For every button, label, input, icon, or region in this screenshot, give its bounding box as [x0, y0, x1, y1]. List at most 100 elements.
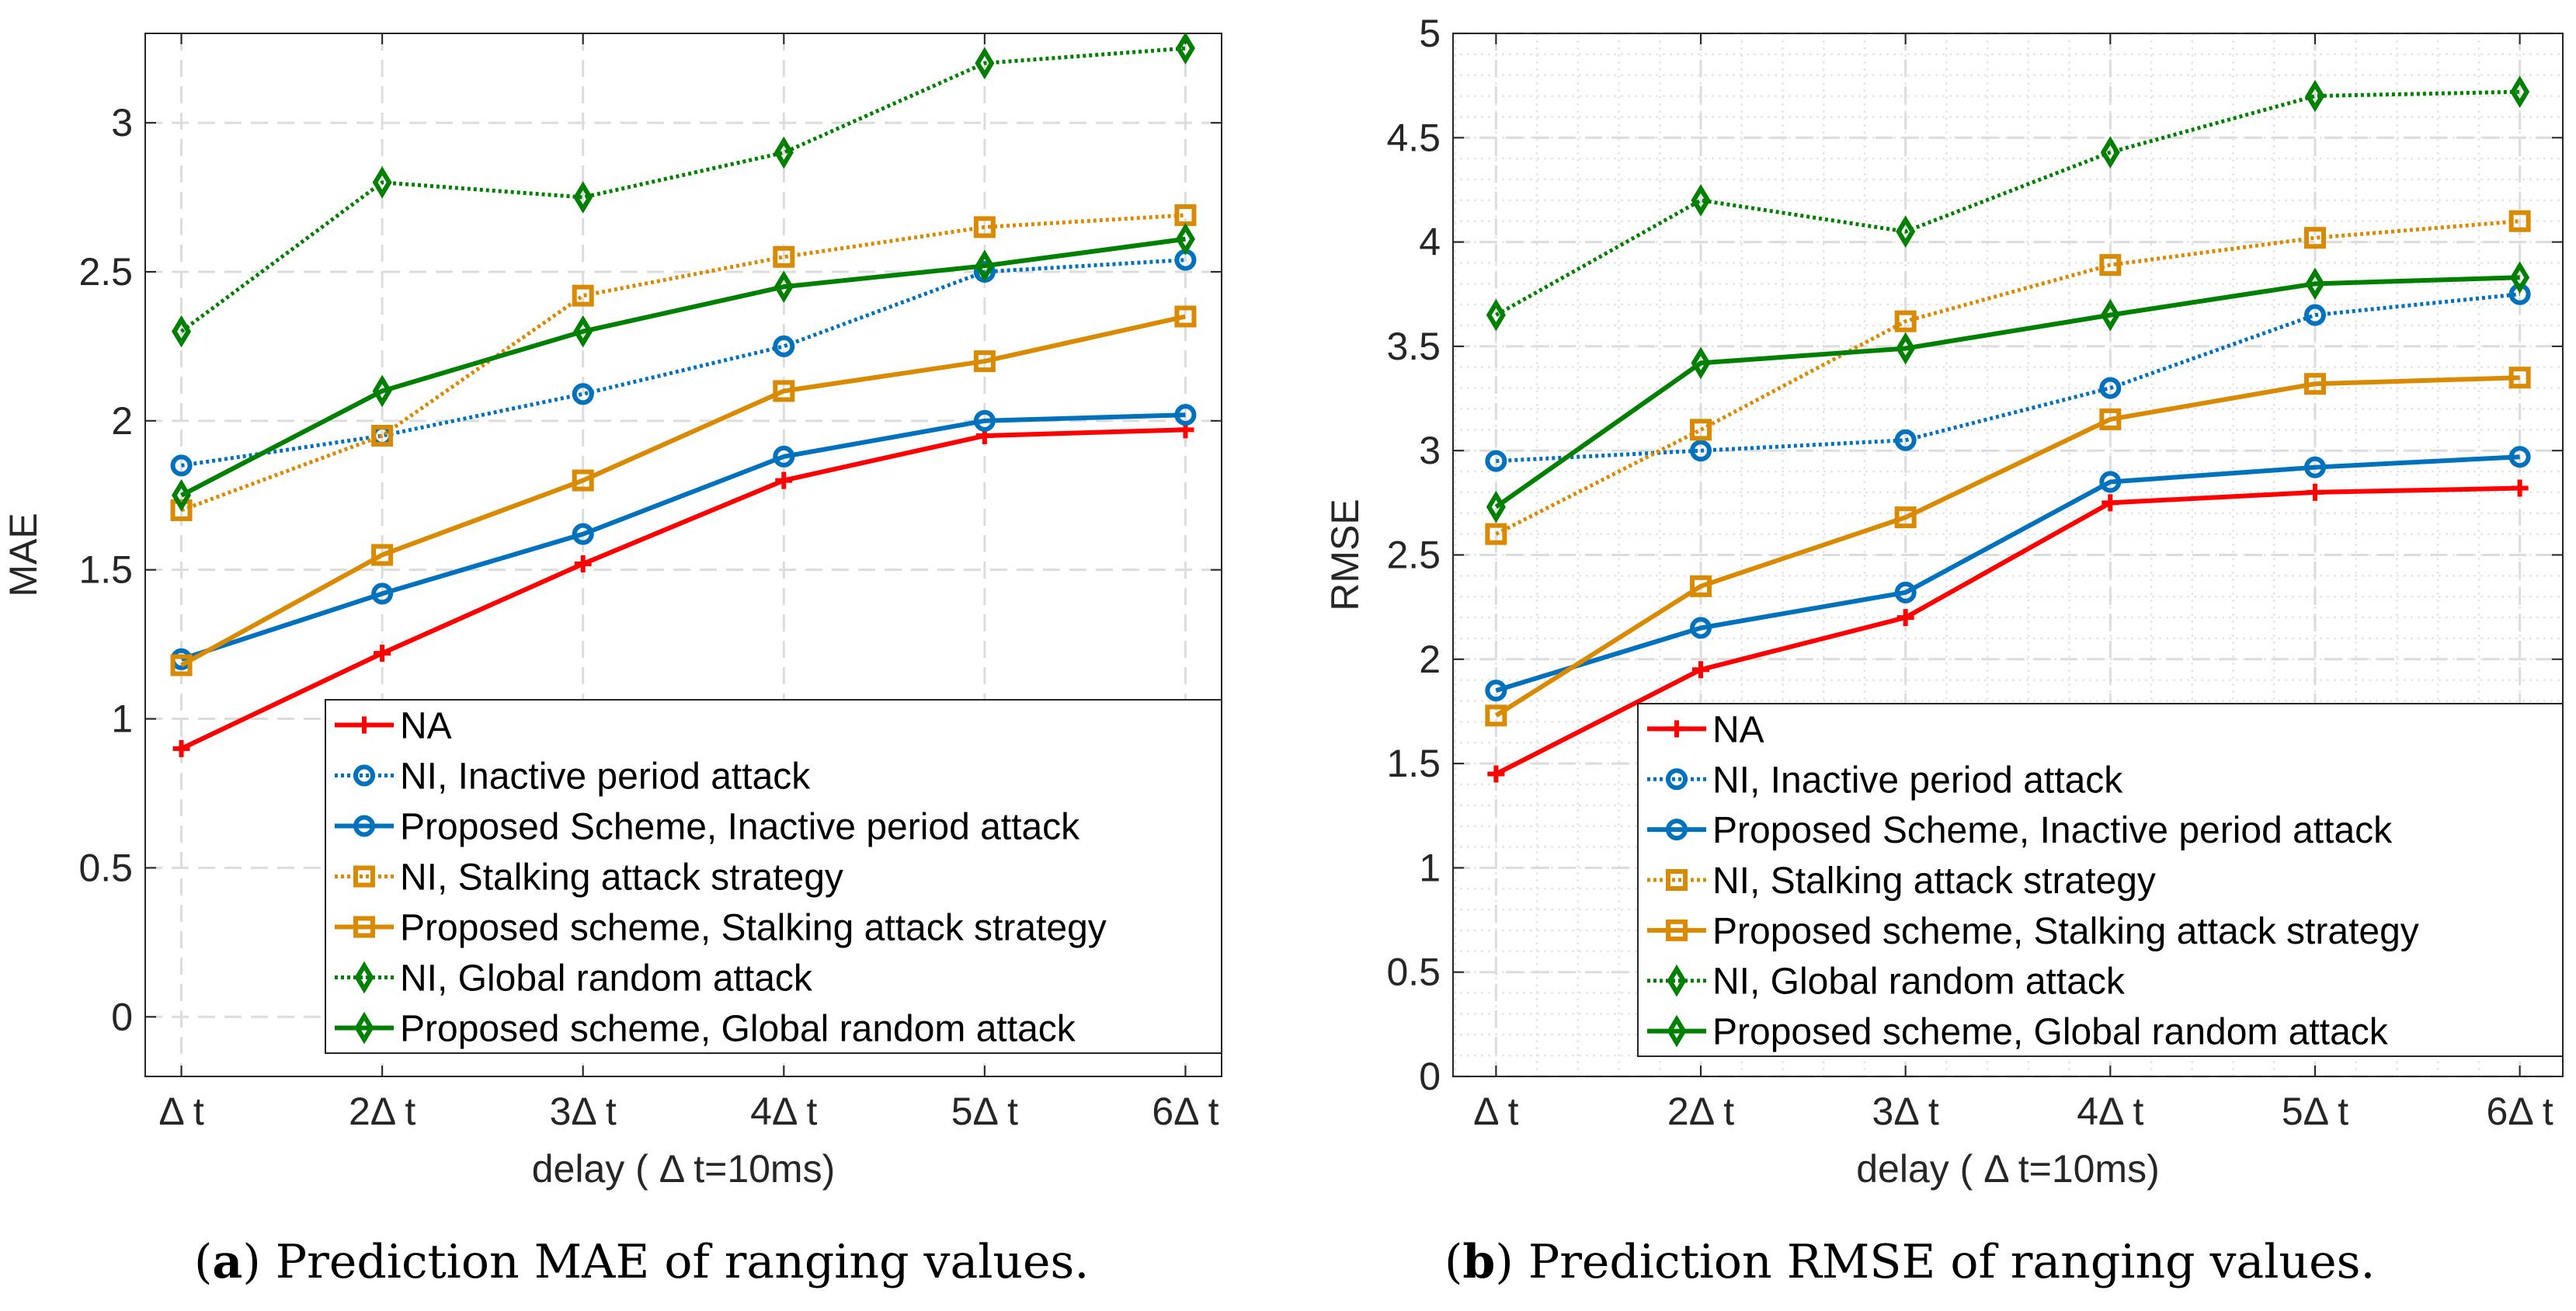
legend-label: NI, Global random attack [400, 958, 813, 1000]
legend-label: NI, Global random attack [1712, 962, 2126, 1003]
y-tick-label: 0.5 [78, 846, 133, 889]
legend-label: Proposed scheme, Global random attack [1712, 1012, 2389, 1053]
data-point [1486, 490, 1506, 523]
data-point [573, 315, 593, 348]
data-point [1174, 305, 1197, 328]
data-point [773, 270, 794, 303]
legend-label: NI, Inactive period attack [400, 756, 811, 798]
legend-label: NI, Inactive period attack [1712, 760, 2123, 801]
data-point [2510, 261, 2530, 294]
legend-label: Proposed scheme, Stalking attack strateg… [1712, 911, 2419, 952]
series-line [180, 412, 1186, 662]
caption-a-text: Prediction MAE of ranging values. [275, 1235, 1090, 1289]
series-line [1495, 89, 2520, 317]
series-line [1496, 292, 2520, 464]
legend-marker [1666, 768, 1688, 791]
data-point [371, 544, 394, 566]
series-3 [170, 204, 1197, 521]
y-tick-label: 1 [1419, 846, 1441, 889]
data-point [2303, 227, 2326, 249]
series-line [1494, 375, 2520, 718]
data-point [572, 284, 594, 307]
series-5 [1486, 75, 2530, 332]
chart-a: 00.511.522.53Δ t 2Δ t 3Δ t 4Δ t 5Δ t 6Δ tdela… [2, 32, 1222, 1191]
y-tick-label: 1.5 [78, 548, 133, 592]
y-tick-label: 4.5 [1386, 116, 1441, 159]
legend-box [1637, 703, 2564, 1057]
data-point [1691, 184, 1711, 217]
legend-marker [353, 815, 375, 837]
data-point [2508, 446, 2531, 468]
data-point [973, 216, 996, 238]
data-point [775, 471, 793, 489]
data-point [2508, 210, 2531, 232]
series-2 [170, 404, 1197, 670]
data-point [1485, 704, 1507, 727]
data-point [1486, 298, 1506, 332]
series-line [180, 46, 1186, 333]
y-tick-label: 0 [1419, 1055, 1441, 1098]
legend-box [325, 699, 1222, 1054]
data-point [372, 374, 392, 408]
data-point [170, 654, 193, 676]
legend-label: NA [400, 706, 452, 747]
data-point [371, 425, 394, 447]
data-point [1690, 575, 1712, 597]
legend-label: Proposed Scheme, Inactive period attack [400, 807, 1080, 848]
series-line [180, 314, 1187, 668]
y-tick-label: 2.5 [78, 250, 133, 294]
data-point [1894, 506, 1917, 529]
y-tick-label: 2 [111, 399, 133, 443]
series-2 [1485, 446, 2531, 702]
series-line [1495, 485, 2520, 777]
data-point [1896, 215, 1916, 249]
legend-marker [1668, 720, 1685, 738]
data-point [2306, 483, 2324, 501]
y-tick-label: 3.5 [1386, 325, 1441, 368]
y-tick-label: 5 [1419, 12, 1441, 55]
data-point [2099, 377, 2122, 399]
series-line [1495, 219, 2520, 536]
data-point [2511, 479, 2529, 497]
data-point [1894, 429, 1917, 451]
y-axis-label: RMSE [1323, 499, 1367, 610]
series-4 [170, 305, 1197, 676]
data-point [374, 645, 391, 662]
x-tick-label: 4Δ t [750, 1090, 817, 1133]
data-point [2099, 408, 2122, 430]
x-axis-label: delay ( Δ t=10ms) [532, 1147, 836, 1191]
series-5 [172, 32, 1195, 348]
data-point [2303, 456, 2326, 478]
data-point [1690, 419, 1712, 441]
data-point [773, 380, 795, 402]
x-tick-label: 5Δ t [951, 1090, 1018, 1133]
y-tick-label: 0 [111, 995, 133, 1038]
series-line [181, 258, 1186, 468]
y-tick-label: 0.5 [1386, 951, 1441, 994]
data-point [1175, 222, 1195, 256]
legend-marker [1666, 819, 1688, 841]
legend-label: Proposed scheme, Stalking attack strateg… [400, 908, 1107, 949]
legend: NA NI, Inactive period attack Proposed Sch… [1637, 703, 2564, 1057]
series-line [1495, 454, 2520, 693]
data-point [1692, 661, 1710, 679]
y-tick-label: 1 [111, 697, 133, 741]
y-tick-label: 4 [1419, 221, 1441, 264]
series-6 [1486, 261, 2530, 523]
data-point [973, 350, 996, 373]
series-line [180, 427, 1186, 751]
x-tick-label: Δ t [1473, 1090, 1519, 1133]
x-tick-label: Δ t [158, 1090, 204, 1133]
data-point [372, 166, 392, 199]
legend-marker [356, 716, 373, 734]
caption-a-label: a [212, 1235, 243, 1289]
legend-label: Proposed scheme, Global random attack [400, 1009, 1076, 1050]
series-line [1494, 275, 2520, 509]
legend-marker [354, 961, 374, 994]
legend-label: Proposed Scheme, Inactive period attack [1712, 810, 2393, 851]
data-point [170, 454, 193, 477]
caption-b-text: Prediction RMSE of ranging values. [1528, 1235, 2376, 1289]
y-tick-label: 2 [1419, 638, 1441, 681]
data-point [2303, 373, 2326, 395]
